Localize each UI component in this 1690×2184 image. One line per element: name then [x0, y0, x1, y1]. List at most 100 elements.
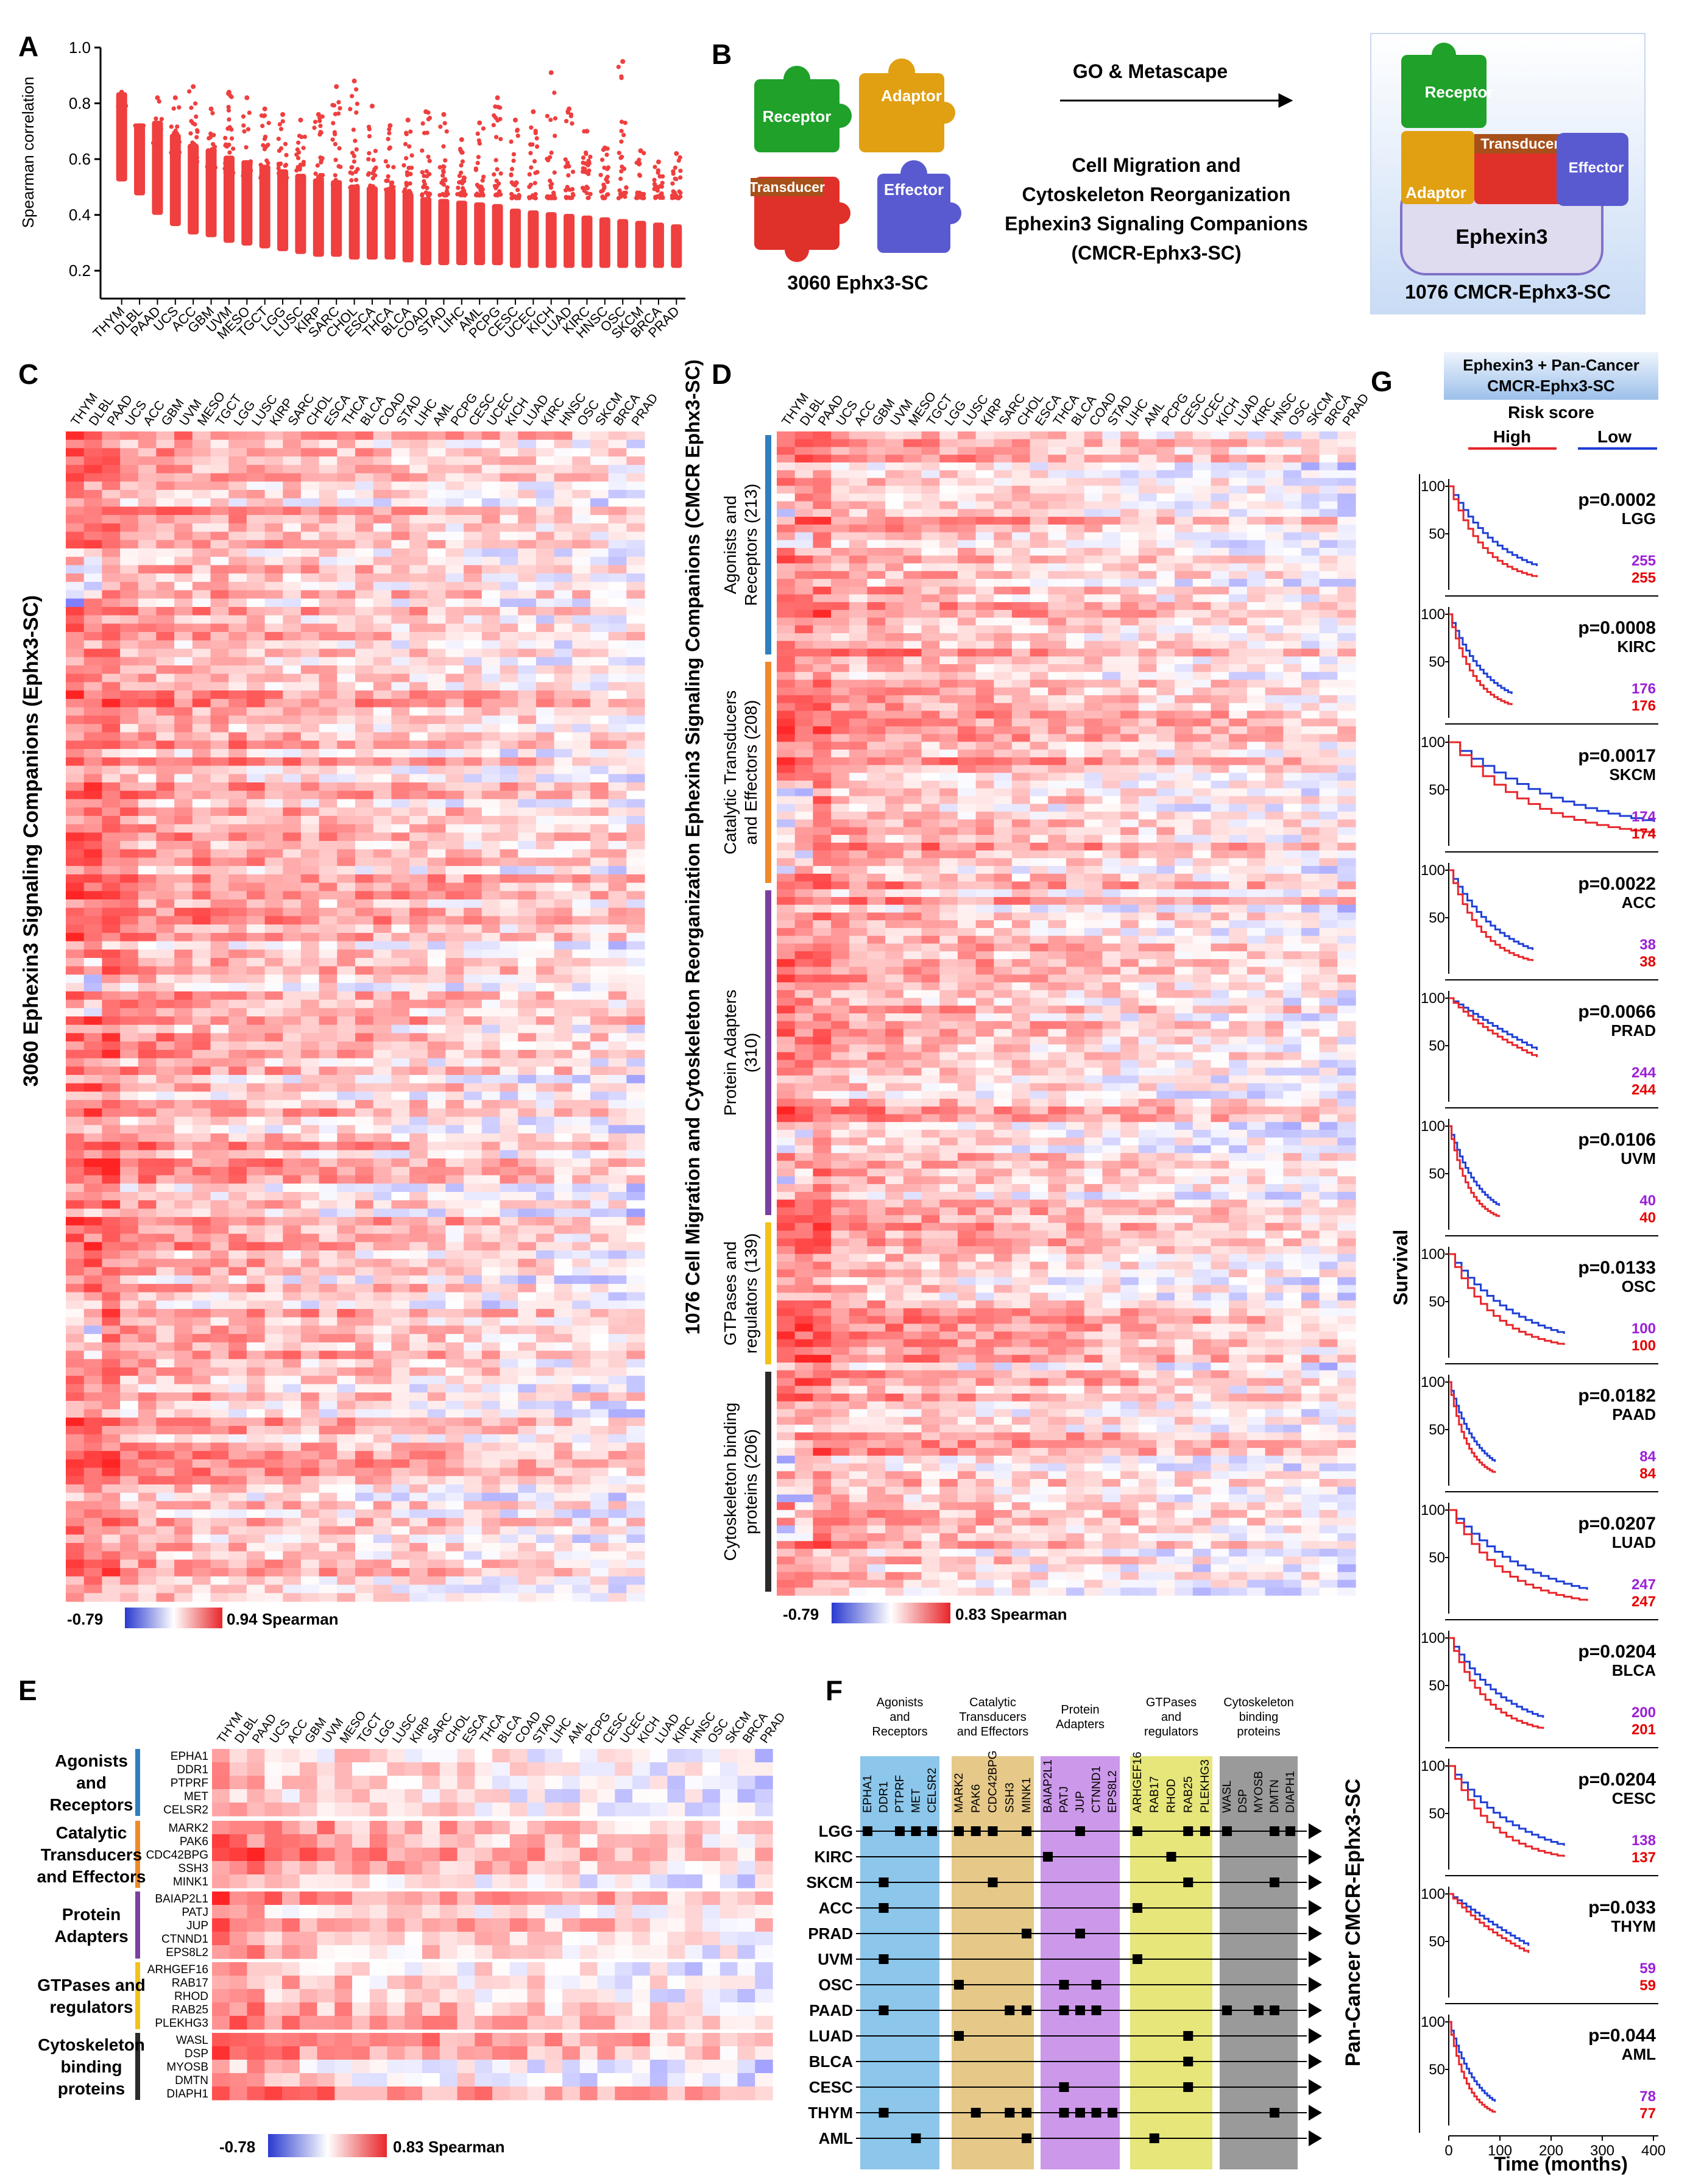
heat-cell	[590, 891, 609, 900]
point-column	[134, 126, 146, 196]
heat-cell	[228, 1041, 247, 1051]
heat-cell	[120, 1334, 139, 1343]
heat-cell	[83, 983, 102, 992]
heat-cell	[210, 1166, 229, 1176]
heat-cell	[626, 506, 645, 516]
heat-cell	[300, 749, 320, 758]
heat-cell	[102, 974, 121, 984]
heat-cell	[355, 807, 374, 817]
point	[493, 135, 499, 140]
heat-cell	[337, 1033, 356, 1042]
heat-cell	[174, 715, 193, 725]
heat-cell	[102, 690, 121, 700]
point	[155, 126, 160, 130]
heat-cell	[319, 640, 338, 650]
heat-cell	[319, 1125, 338, 1134]
heat-cell	[536, 1300, 555, 1310]
heat-cell	[210, 966, 229, 975]
heat-cell	[264, 439, 283, 448]
heat-cell	[156, 1192, 175, 1201]
heat-cell	[572, 1166, 591, 1176]
heat-cell	[138, 1350, 157, 1360]
heat-cell	[264, 1016, 283, 1026]
heat-cell	[66, 1451, 85, 1460]
heat-cell	[554, 1309, 573, 1318]
heat-cell	[608, 1442, 627, 1452]
heat-cell	[518, 481, 537, 491]
heat-cell	[500, 1108, 518, 1118]
heat-cell	[554, 774, 573, 783]
heat-cell	[174, 1267, 193, 1276]
heat-cell	[590, 1283, 609, 1293]
heat-cell	[138, 1016, 157, 1026]
heat-cell	[228, 1225, 247, 1235]
heat-cell	[626, 607, 645, 616]
heat-cell	[481, 506, 501, 516]
point	[553, 133, 557, 138]
heat-cell	[156, 1309, 175, 1318]
heat-cell	[481, 1350, 501, 1360]
heat-cell	[391, 1192, 410, 1201]
heat-cell	[138, 531, 157, 541]
heat-cell	[156, 682, 175, 691]
heat-cell	[156, 1158, 175, 1168]
point	[296, 140, 301, 145]
point	[333, 177, 338, 183]
heat-cell	[608, 648, 627, 658]
heat-cell	[228, 1008, 247, 1017]
point	[118, 102, 123, 107]
heat-cell	[481, 640, 501, 650]
point	[373, 173, 378, 178]
heat-cell	[83, 1166, 102, 1176]
heat-cell	[228, 707, 247, 716]
heat-cell	[409, 1334, 428, 1343]
heat-cell	[283, 866, 302, 875]
heat-cell	[66, 882, 85, 892]
heat-cell	[554, 1300, 573, 1310]
heat-cell	[355, 1075, 374, 1084]
heat-cell	[120, 1008, 139, 1017]
heat-cell	[300, 490, 320, 499]
heat-cell	[427, 481, 447, 491]
heat-cell	[319, 732, 338, 741]
heat-cell	[626, 974, 645, 984]
heat-cell	[337, 874, 356, 884]
heat-cell	[319, 1384, 338, 1393]
heat-cell	[246, 924, 266, 934]
heat-cell	[120, 724, 139, 733]
heat-cell	[626, 1300, 645, 1310]
heat-cell	[626, 1225, 645, 1235]
heat-cell	[481, 882, 501, 892]
heat-cell	[283, 715, 302, 725]
heat-cell	[572, 531, 591, 541]
point	[637, 172, 642, 177]
heat-cell	[156, 774, 175, 783]
heat-cell	[626, 941, 645, 950]
panel-a-ylabel: Spearman correlation	[19, 77, 37, 229]
heat-cell	[283, 556, 302, 566]
heat-cell	[120, 841, 139, 850]
heat-cell	[174, 548, 193, 558]
heat-cell	[283, 1233, 302, 1243]
heat-cell	[608, 1208, 627, 1218]
point	[276, 161, 281, 166]
heat-cell	[138, 1049, 157, 1059]
heat-cell	[590, 1150, 609, 1159]
point	[480, 178, 485, 183]
heat-cell	[572, 765, 591, 775]
heat-cell	[83, 1058, 102, 1067]
heat-cell	[210, 1233, 229, 1243]
heat-cell	[572, 1041, 591, 1051]
heat-cell	[518, 724, 537, 733]
heat-cell	[192, 941, 211, 950]
point	[247, 172, 252, 177]
heat-cell	[228, 1451, 247, 1460]
heat-cell	[192, 891, 211, 900]
heat-cell	[337, 665, 356, 675]
heat-cell	[138, 841, 157, 850]
heat-cell	[246, 1200, 266, 1209]
heat-cell	[445, 464, 464, 474]
heat-cell	[572, 1033, 591, 1042]
heat-cell	[427, 1250, 447, 1260]
heat-cell	[626, 765, 645, 775]
